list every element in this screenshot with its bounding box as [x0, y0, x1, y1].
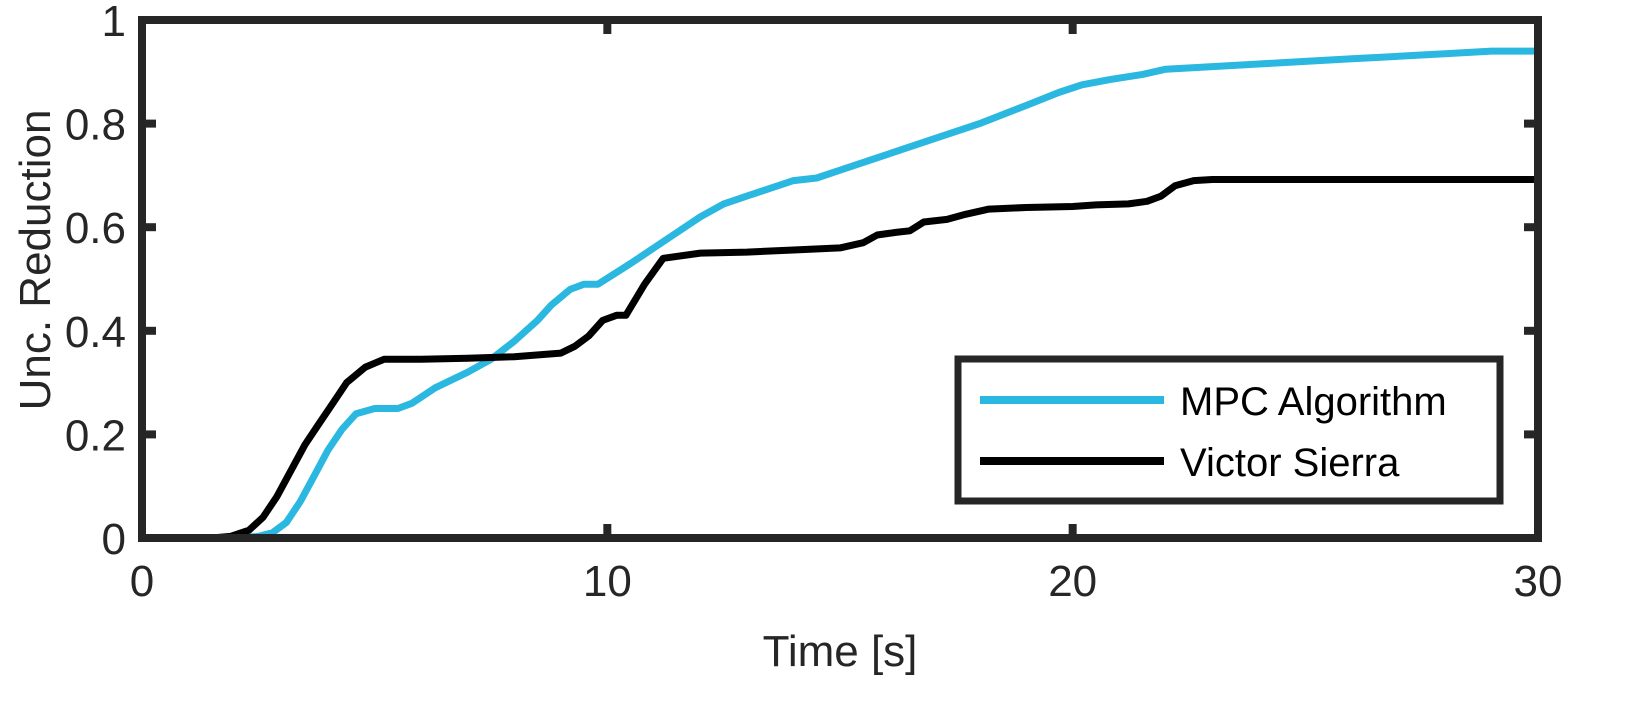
plot-area-frame [138, 16, 1542, 542]
x-axis-title: Time [s] [763, 627, 918, 676]
x-tick-label: 30 [1514, 557, 1563, 606]
y-tick-label: 0 [102, 515, 126, 564]
legend-label-victor-sierra: Victor Sierra [1180, 441, 1400, 485]
y-tick-label: 0.4 [65, 308, 126, 357]
legend: MPC Algorithm Victor Sierra [954, 355, 1504, 505]
y-axis-title: Unc. Reduction [11, 110, 60, 411]
y-tick-label: 0.8 [65, 101, 126, 150]
legend-label-mpc-algorithm: MPC Algorithm [1180, 380, 1447, 424]
y-tick-label: 0.6 [65, 204, 126, 253]
series-line-mpc-algorithm [142, 47, 1538, 542]
series-layer [142, 47, 1538, 542]
series-line-victor-sierra [142, 176, 1538, 542]
legend-box [954, 355, 1504, 505]
x-tick-label: 20 [1048, 557, 1097, 606]
x-tick-label: 0 [130, 557, 154, 606]
x-tick-label: 10 [583, 557, 632, 606]
tick-layer: 0 10 20 30 0 0.2 0.4 0.6 0.8 1 [65, 0, 1563, 606]
y-tick-label: 0.2 [65, 411, 126, 460]
y-tick-label: 1 [102, 0, 126, 46]
